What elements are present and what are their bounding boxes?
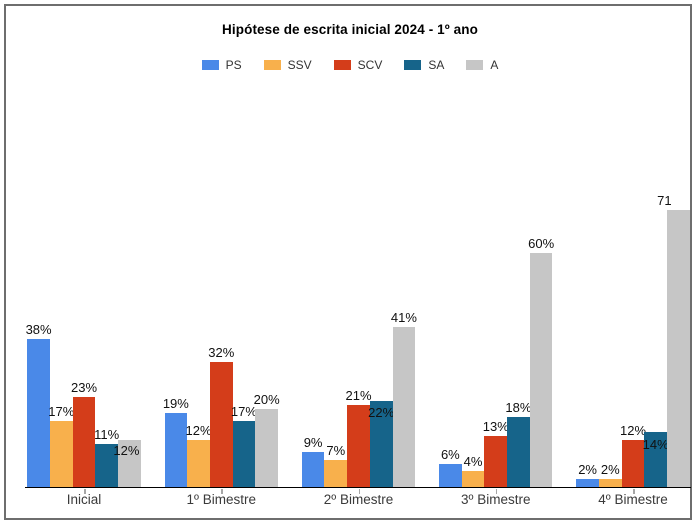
- bar-ssv-4: [598, 479, 622, 487]
- bar-sa-2: [369, 401, 393, 487]
- bar-ps-1: [164, 412, 188, 487]
- bar-sa-3: [507, 416, 530, 487]
- legend-swatch-a: [466, 60, 484, 70]
- bar-value-label: 21%: [345, 388, 372, 404]
- bar-ps-0: [27, 338, 50, 487]
- bar-value-label: 20%: [253, 392, 280, 407]
- bar-ps-3: [439, 463, 462, 487]
- bar-value-label: 17%: [230, 403, 257, 419]
- bar-a-1: [255, 409, 278, 487]
- bar-value-label: 18%: [505, 399, 532, 415]
- x-axis-category-label: 4º Bimestre: [598, 492, 668, 507]
- bar-a-3: [529, 253, 553, 487]
- bar-scv-3: [484, 436, 508, 487]
- x-axis-tick: [633, 488, 635, 494]
- legend-swatch-ssv: [263, 60, 281, 70]
- x-axis-line: [25, 486, 691, 489]
- bar-value-label: 14%: [642, 437, 669, 453]
- legend-item-scv: SCV: [333, 58, 383, 72]
- bar-a-0: [118, 440, 141, 487]
- legend-label: SA: [428, 58, 445, 72]
- x-axis-category-label: Inicial: [66, 492, 102, 507]
- bar-ssv-2: [324, 459, 348, 487]
- bar-value-label: 41%: [390, 310, 417, 326]
- bar-ps-4: [576, 479, 599, 487]
- bar-value-label: 38%: [25, 321, 52, 337]
- bar-value-label: 22%: [368, 405, 395, 421]
- bar-sa-4: [644, 432, 668, 487]
- chart-title: Hipótese de escrita inicial 2024 - 1º an…: [222, 22, 478, 37]
- x-axis-category-label: 1º Bimestre: [186, 492, 256, 507]
- x-axis-tick: [358, 488, 360, 494]
- bar-value-label: 12%: [185, 423, 212, 439]
- bar-value-label: 71: [657, 193, 672, 209]
- legend-swatch-scv: [333, 60, 351, 70]
- legend-label: SCV: [357, 58, 383, 72]
- x-axis-tick: [84, 488, 86, 494]
- bar-value-label: 12%: [113, 443, 140, 459]
- legend-item-a: A: [466, 58, 498, 72]
- bar-scv-2: [347, 405, 370, 487]
- legend-label: PS: [225, 58, 242, 72]
- bar-a-2: [392, 327, 416, 487]
- bar-scv-0: [72, 397, 96, 487]
- legend-label: A: [490, 58, 499, 72]
- bar-a-4: [667, 210, 690, 487]
- bar-value-label: 23%: [70, 380, 98, 396]
- bar-value-label: 6%: [440, 446, 460, 462]
- legend-label: SSV: [287, 58, 312, 72]
- bar-value-label: 13%: [482, 419, 509, 435]
- legend-item-ps: PS: [201, 58, 242, 72]
- bar-ssv-3: [461, 471, 485, 487]
- bar-ps-2: [301, 451, 325, 487]
- x-axis-category-label: 2º Bimestre: [323, 492, 394, 507]
- bar-sa-0: [95, 444, 119, 487]
- bar-value-label: 11%: [94, 427, 120, 443]
- bar-scv-1: [209, 362, 233, 487]
- x-axis-tick: [495, 488, 498, 494]
- x-axis-category-label: 3º Bimestre: [461, 492, 531, 507]
- x-axis-tick: [221, 488, 223, 494]
- bar-ssv-1: [187, 440, 210, 487]
- legend-item-sa: SA: [404, 58, 444, 72]
- bar-value-label: 12%: [619, 423, 647, 439]
- bar-value-label: 4%: [463, 454, 483, 470]
- bar-value-label: 2%: [578, 462, 597, 478]
- chart-legend: PS SSV SCV SA A: [0, 58, 700, 72]
- bar-sa-1: [232, 420, 256, 487]
- legend-item-ssv: SSV: [263, 58, 312, 72]
- bar-value-label: 7%: [326, 442, 346, 458]
- bar-scv-4: [621, 440, 645, 487]
- bar-ssv-0: [49, 420, 73, 487]
- bar-value-label: 2%: [600, 462, 620, 478]
- bar-value-label: 9%: [303, 434, 323, 450]
- bar-value-label: 32%: [208, 345, 235, 361]
- bar-value-label: 60%: [528, 236, 555, 251]
- legend-swatch-sa: [404, 60, 422, 70]
- bar-value-label: 19%: [162, 395, 189, 411]
- bar-value-label: 17%: [48, 403, 75, 419]
- legend-swatch-ps: [201, 60, 219, 70]
